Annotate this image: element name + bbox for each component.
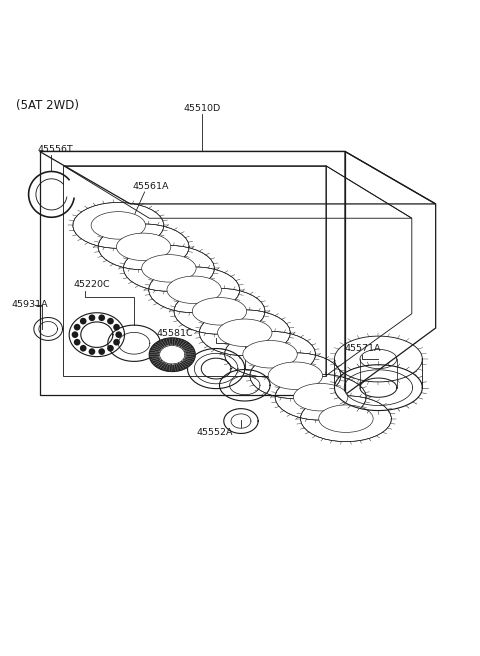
Text: 45220C: 45220C bbox=[74, 280, 110, 289]
Text: 45571A: 45571A bbox=[345, 344, 382, 353]
Polygon shape bbox=[166, 338, 170, 346]
Circle shape bbox=[113, 339, 120, 346]
Circle shape bbox=[89, 314, 96, 321]
Circle shape bbox=[80, 318, 86, 325]
Polygon shape bbox=[176, 338, 182, 346]
Polygon shape bbox=[152, 346, 162, 351]
Circle shape bbox=[89, 348, 96, 355]
Polygon shape bbox=[150, 350, 160, 354]
Circle shape bbox=[72, 331, 78, 338]
Circle shape bbox=[98, 314, 105, 321]
Circle shape bbox=[80, 345, 86, 352]
Ellipse shape bbox=[243, 340, 297, 368]
Polygon shape bbox=[184, 348, 194, 352]
Polygon shape bbox=[182, 344, 192, 350]
Ellipse shape bbox=[116, 233, 171, 260]
Polygon shape bbox=[178, 363, 184, 370]
Polygon shape bbox=[183, 359, 193, 364]
Polygon shape bbox=[149, 355, 160, 357]
Polygon shape bbox=[150, 358, 161, 361]
Polygon shape bbox=[153, 359, 163, 365]
Ellipse shape bbox=[319, 405, 373, 432]
Circle shape bbox=[98, 348, 105, 355]
Polygon shape bbox=[179, 341, 187, 348]
Polygon shape bbox=[149, 338, 195, 371]
Ellipse shape bbox=[268, 362, 323, 390]
Polygon shape bbox=[180, 361, 189, 367]
Ellipse shape bbox=[217, 319, 272, 346]
Circle shape bbox=[113, 324, 120, 331]
Ellipse shape bbox=[142, 255, 196, 282]
Ellipse shape bbox=[192, 298, 247, 325]
Polygon shape bbox=[174, 363, 179, 371]
Text: 45552A: 45552A bbox=[197, 428, 233, 437]
Polygon shape bbox=[172, 338, 176, 346]
Text: 45554A: 45554A bbox=[218, 326, 255, 335]
Polygon shape bbox=[163, 363, 168, 371]
Circle shape bbox=[115, 331, 122, 338]
Circle shape bbox=[74, 339, 81, 346]
Circle shape bbox=[107, 345, 114, 352]
Ellipse shape bbox=[293, 384, 348, 411]
Circle shape bbox=[74, 324, 81, 331]
Ellipse shape bbox=[167, 276, 221, 304]
Circle shape bbox=[107, 318, 114, 325]
Polygon shape bbox=[185, 352, 195, 355]
Text: 45581C: 45581C bbox=[156, 329, 193, 338]
Text: 45556T: 45556T bbox=[37, 145, 73, 154]
Text: 45561A: 45561A bbox=[132, 182, 169, 190]
Text: 45931A: 45931A bbox=[12, 300, 48, 309]
Ellipse shape bbox=[91, 212, 145, 239]
Polygon shape bbox=[184, 356, 195, 359]
Polygon shape bbox=[155, 342, 164, 348]
Text: 45510D: 45510D bbox=[183, 104, 220, 113]
Text: (5AT 2WD): (5AT 2WD) bbox=[16, 99, 79, 112]
Polygon shape bbox=[157, 361, 165, 369]
Polygon shape bbox=[160, 340, 167, 347]
Polygon shape bbox=[160, 346, 185, 364]
Polygon shape bbox=[169, 364, 172, 371]
